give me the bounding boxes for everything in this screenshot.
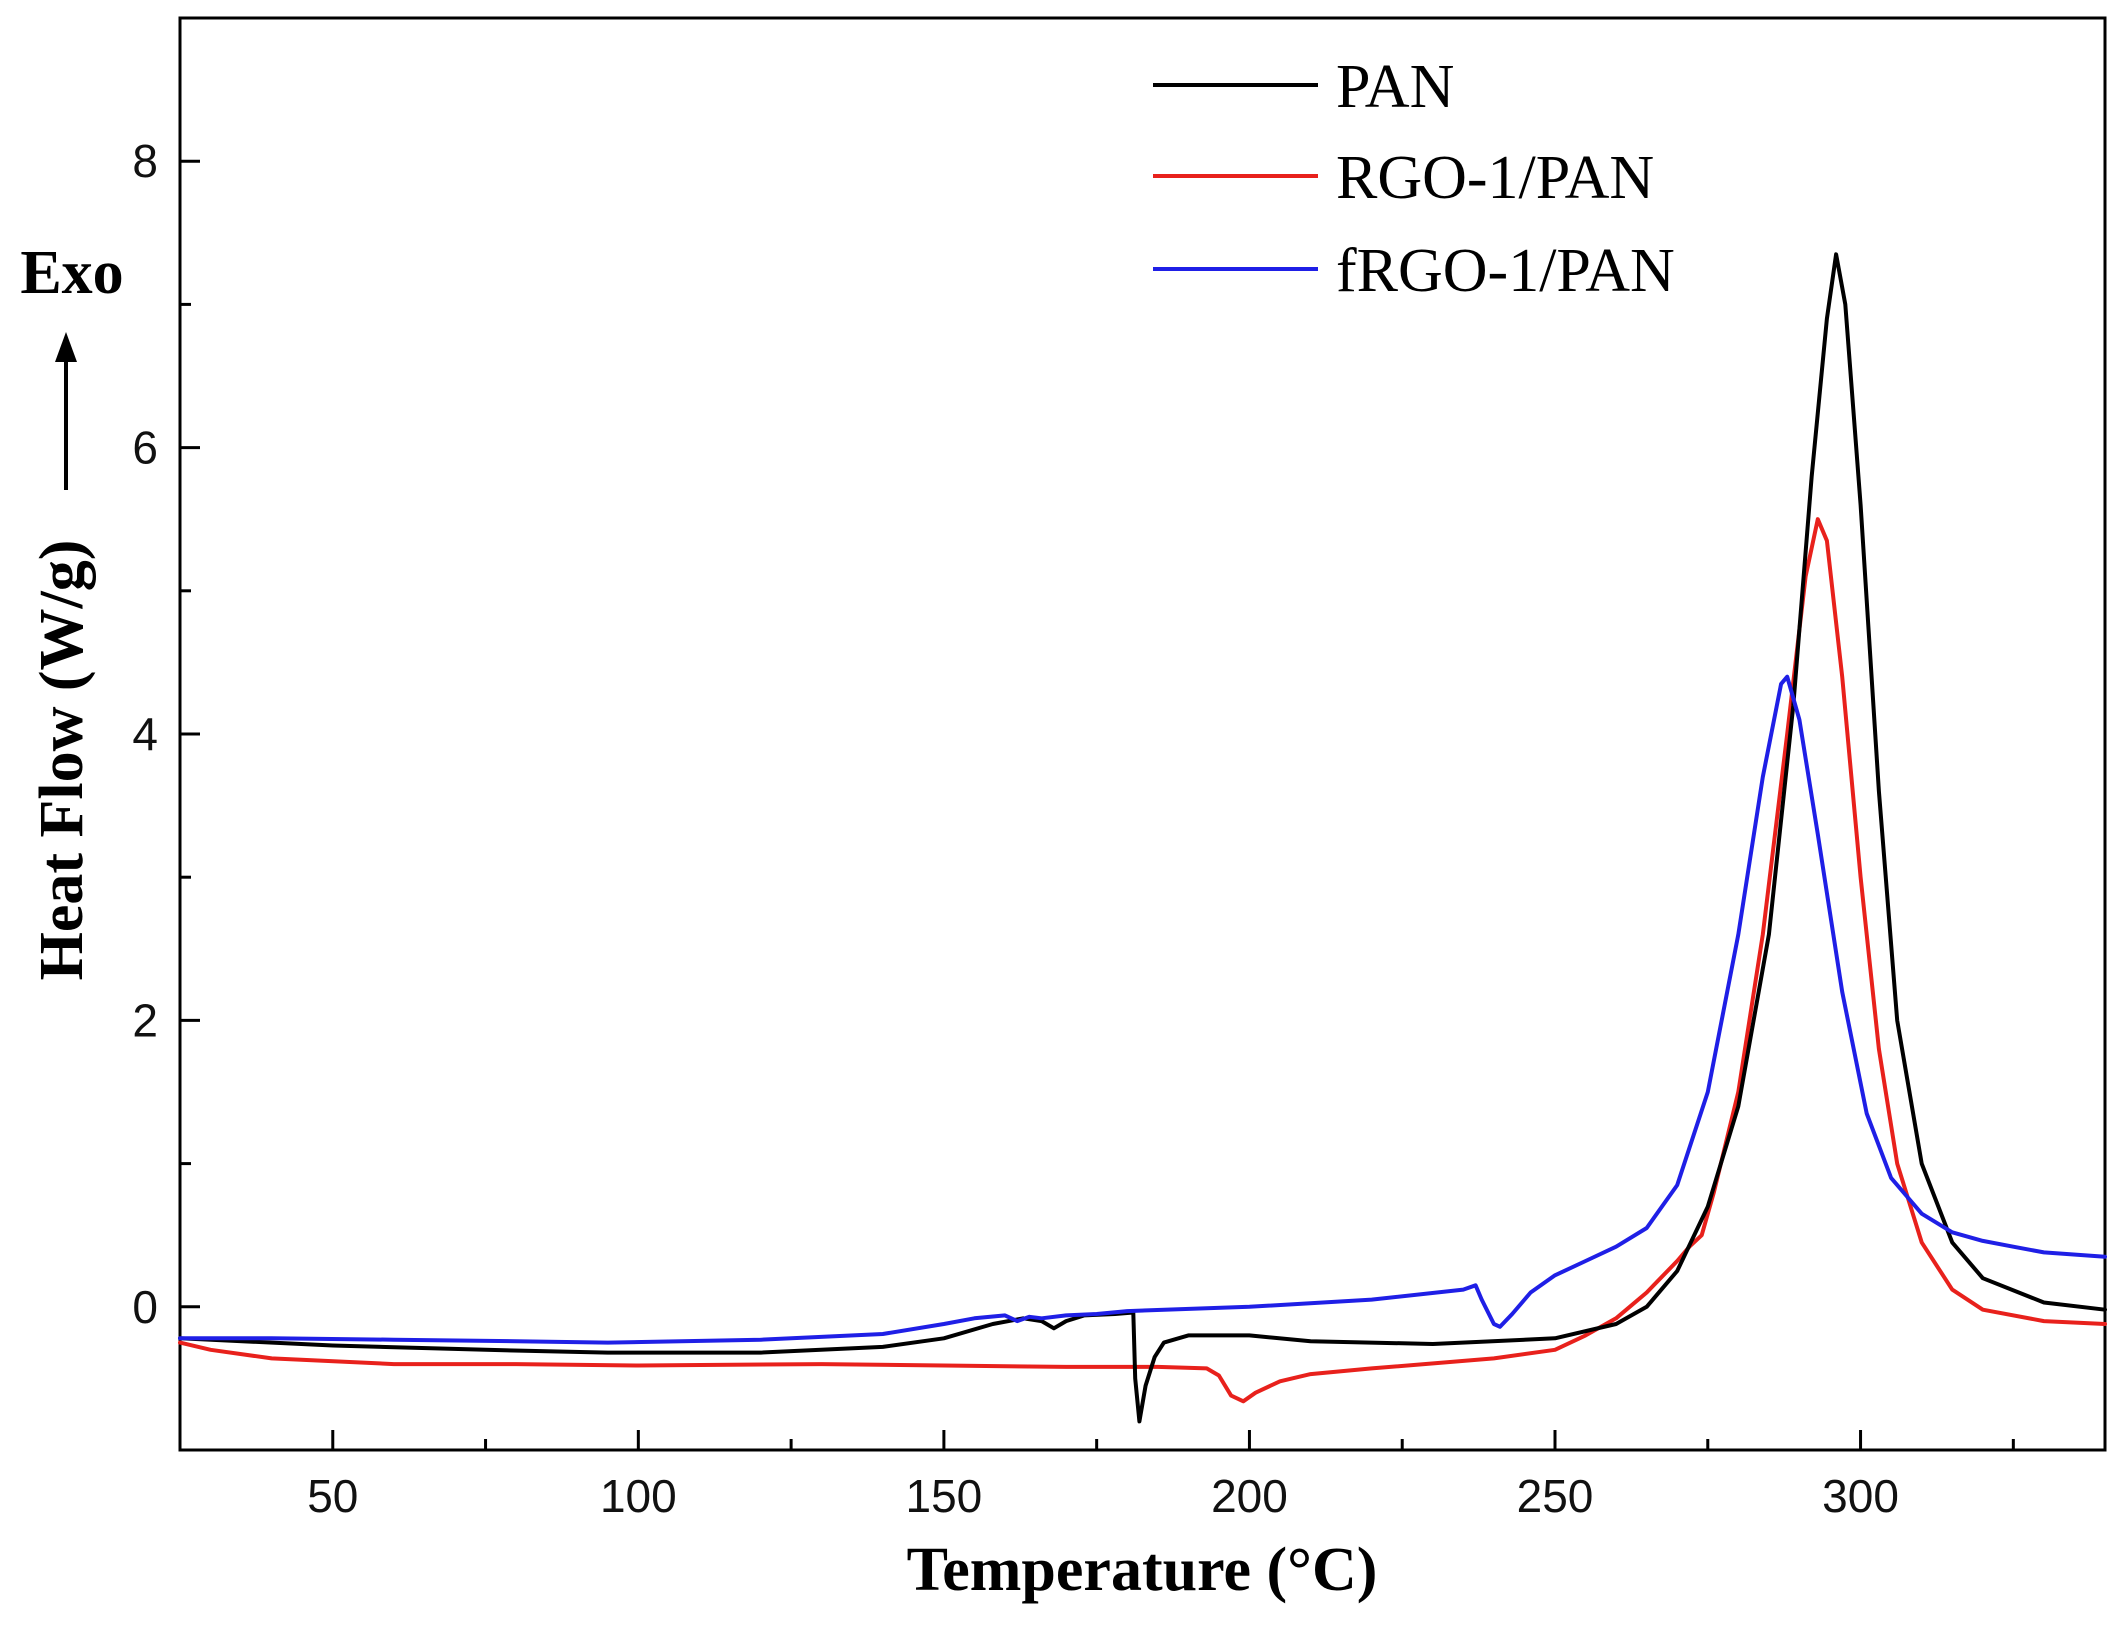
x-axis-title: Temperature (°C)	[907, 1536, 1378, 1604]
x-tick-label: 250	[1517, 1470, 1594, 1522]
legend-item-pan: PAN	[1153, 53, 1454, 121]
series-line-pan	[178, 252, 2107, 1424]
series-line-frgo-1-pan	[178, 674, 2107, 1345]
x-tick-label: 100	[600, 1470, 677, 1522]
legend-item-frgo-pan: fRGO-1/PAN	[1153, 237, 1675, 305]
y-axis-ticks: 0 2 4 6 8	[132, 135, 200, 1333]
y-tick-label: 2	[132, 994, 158, 1046]
exo-arrow-icon	[55, 332, 77, 490]
x-tick-label: 200	[1211, 1470, 1288, 1522]
exo-label: Exo	[20, 239, 123, 307]
x-tick-label: 300	[1822, 1470, 1899, 1522]
y-tick-label: 4	[132, 708, 158, 760]
legend-label-frgo-pan: fRGO-1/PAN	[1336, 237, 1675, 305]
x-tick-label: 150	[906, 1470, 983, 1522]
y-axis-title: Heat Flow (W/g)	[28, 540, 96, 981]
x-tick-label: 50	[307, 1470, 358, 1522]
legend: PAN RGO-1/PAN fRGO-1/PAN	[1153, 53, 1675, 305]
y-tick-label: 0	[132, 1281, 158, 1333]
x-axis-ticks: 50 100 150 200 250 300	[307, 1430, 1899, 1522]
legend-label-rgo-pan: RGO-1/PAN	[1336, 144, 1654, 212]
legend-item-rgo-pan: RGO-1/PAN	[1153, 144, 1654, 212]
y-tick-label: 6	[132, 422, 158, 474]
y-tick-label: 8	[132, 135, 158, 187]
series-layer	[178, 252, 2107, 1424]
legend-label-pan: PAN	[1336, 53, 1454, 121]
minor-ticks	[178, 16, 2015, 1452]
plot-area	[178, 16, 2107, 1452]
